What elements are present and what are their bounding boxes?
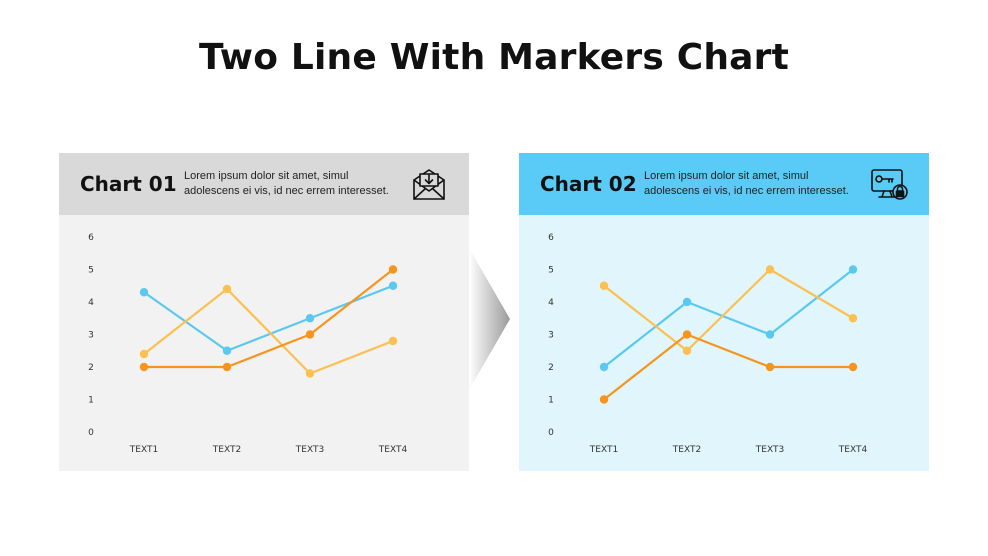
- series-1-marker: [848, 265, 858, 274]
- y-tick-label: 5: [548, 266, 554, 276]
- chart-panel-1-title: Chart 01: [80, 172, 177, 196]
- series-1-marker: [222, 346, 232, 355]
- transition-arrow: [469, 230, 513, 410]
- series-1-marker: [388, 281, 398, 290]
- series-2-marker: [222, 284, 232, 294]
- chart-panel-1: Chart 01 Lorem ipsum dolor sit amet, sim…: [59, 153, 469, 471]
- y-tick-label: 3: [548, 331, 554, 341]
- x-tick-label: TEXT2: [212, 445, 241, 455]
- series-1-marker: [765, 330, 775, 339]
- chart-panel-2-title: Chart 02: [540, 172, 637, 196]
- y-tick-label: 0: [88, 428, 94, 438]
- series-1-marker: [305, 314, 315, 323]
- series-3-marker: [222, 362, 232, 372]
- y-tick-label: 2: [88, 363, 94, 373]
- x-tick-label: TEXT2: [672, 445, 701, 455]
- series-2-marker: [599, 281, 609, 290]
- y-tick-label: 4: [548, 298, 554, 308]
- x-tick-label: TEXT1: [129, 445, 158, 455]
- x-tick-label: TEXT1: [589, 445, 618, 455]
- series-2-marker: [388, 336, 398, 346]
- series-3-marker: [388, 265, 398, 274]
- series-2-marker: [139, 349, 149, 359]
- y-tick-label: 6: [88, 233, 94, 243]
- series-2-marker: [682, 346, 692, 355]
- series-line-2: [142, 287, 395, 375]
- chart-panel-2: Chart 02 Lorem ipsum dolor sit amet, sim…: [519, 153, 929, 471]
- series-1-marker: [139, 288, 149, 297]
- computer-key-lock-icon: [870, 165, 908, 203]
- series-line-3: [602, 333, 855, 401]
- y-tick-label: 0: [548, 428, 554, 438]
- y-tick-label: 4: [88, 298, 94, 308]
- series-line-3: [142, 268, 395, 369]
- y-tick-label: 6: [548, 233, 554, 243]
- x-tick-label: TEXT3: [295, 445, 324, 455]
- envelope-download-icon: [410, 165, 448, 203]
- y-tick-label: 1: [548, 396, 554, 406]
- series-3-marker: [848, 362, 858, 372]
- page-title: Two Line With Markers Chart: [198, 37, 790, 78]
- series-2-marker: [305, 369, 315, 378]
- chart-panel-2-header: Chart 02 Lorem ipsum dolor sit amet, sim…: [519, 153, 929, 215]
- series-3-marker: [139, 362, 149, 372]
- y-tick-label: 2: [548, 363, 554, 373]
- series-line-2: [602, 268, 855, 352]
- series-1-marker: [682, 297, 692, 307]
- series-3-marker: [682, 330, 692, 339]
- series-2-marker: [848, 314, 858, 323]
- series-line-1: [602, 268, 855, 369]
- x-tick-label: TEXT4: [838, 445, 868, 455]
- line-chart-2: 0 1 2 3 4 5 6 TEXT1 TEXT2 TEXT3 TEXT4: [548, 233, 868, 455]
- line-chart-1: 0 1 2 3 4 5 6 TEXT1 TEXT2 TEXT3 TEXT4: [88, 233, 408, 455]
- chart-panel-1-description: Lorem ipsum dolor sit amet, simul adoles…: [184, 170, 389, 197]
- y-tick-label: 5: [88, 266, 94, 276]
- series-2-marker: [765, 265, 775, 274]
- series-1-marker: [599, 362, 609, 372]
- series-line-1: [142, 284, 395, 352]
- series-3-marker: [599, 395, 609, 404]
- x-tick-label: TEXT4: [378, 445, 408, 455]
- series-3-marker: [765, 362, 775, 372]
- series-3-marker: [305, 330, 315, 339]
- chart-panel-2-description: Lorem ipsum dolor sit amet, simul adoles…: [644, 170, 849, 197]
- y-tick-label: 1: [88, 396, 94, 406]
- x-tick-label: TEXT3: [755, 445, 784, 455]
- y-tick-label: 3: [88, 331, 94, 341]
- chart-panel-1-header: Chart 01 Lorem ipsum dolor sit amet, sim…: [59, 153, 469, 215]
